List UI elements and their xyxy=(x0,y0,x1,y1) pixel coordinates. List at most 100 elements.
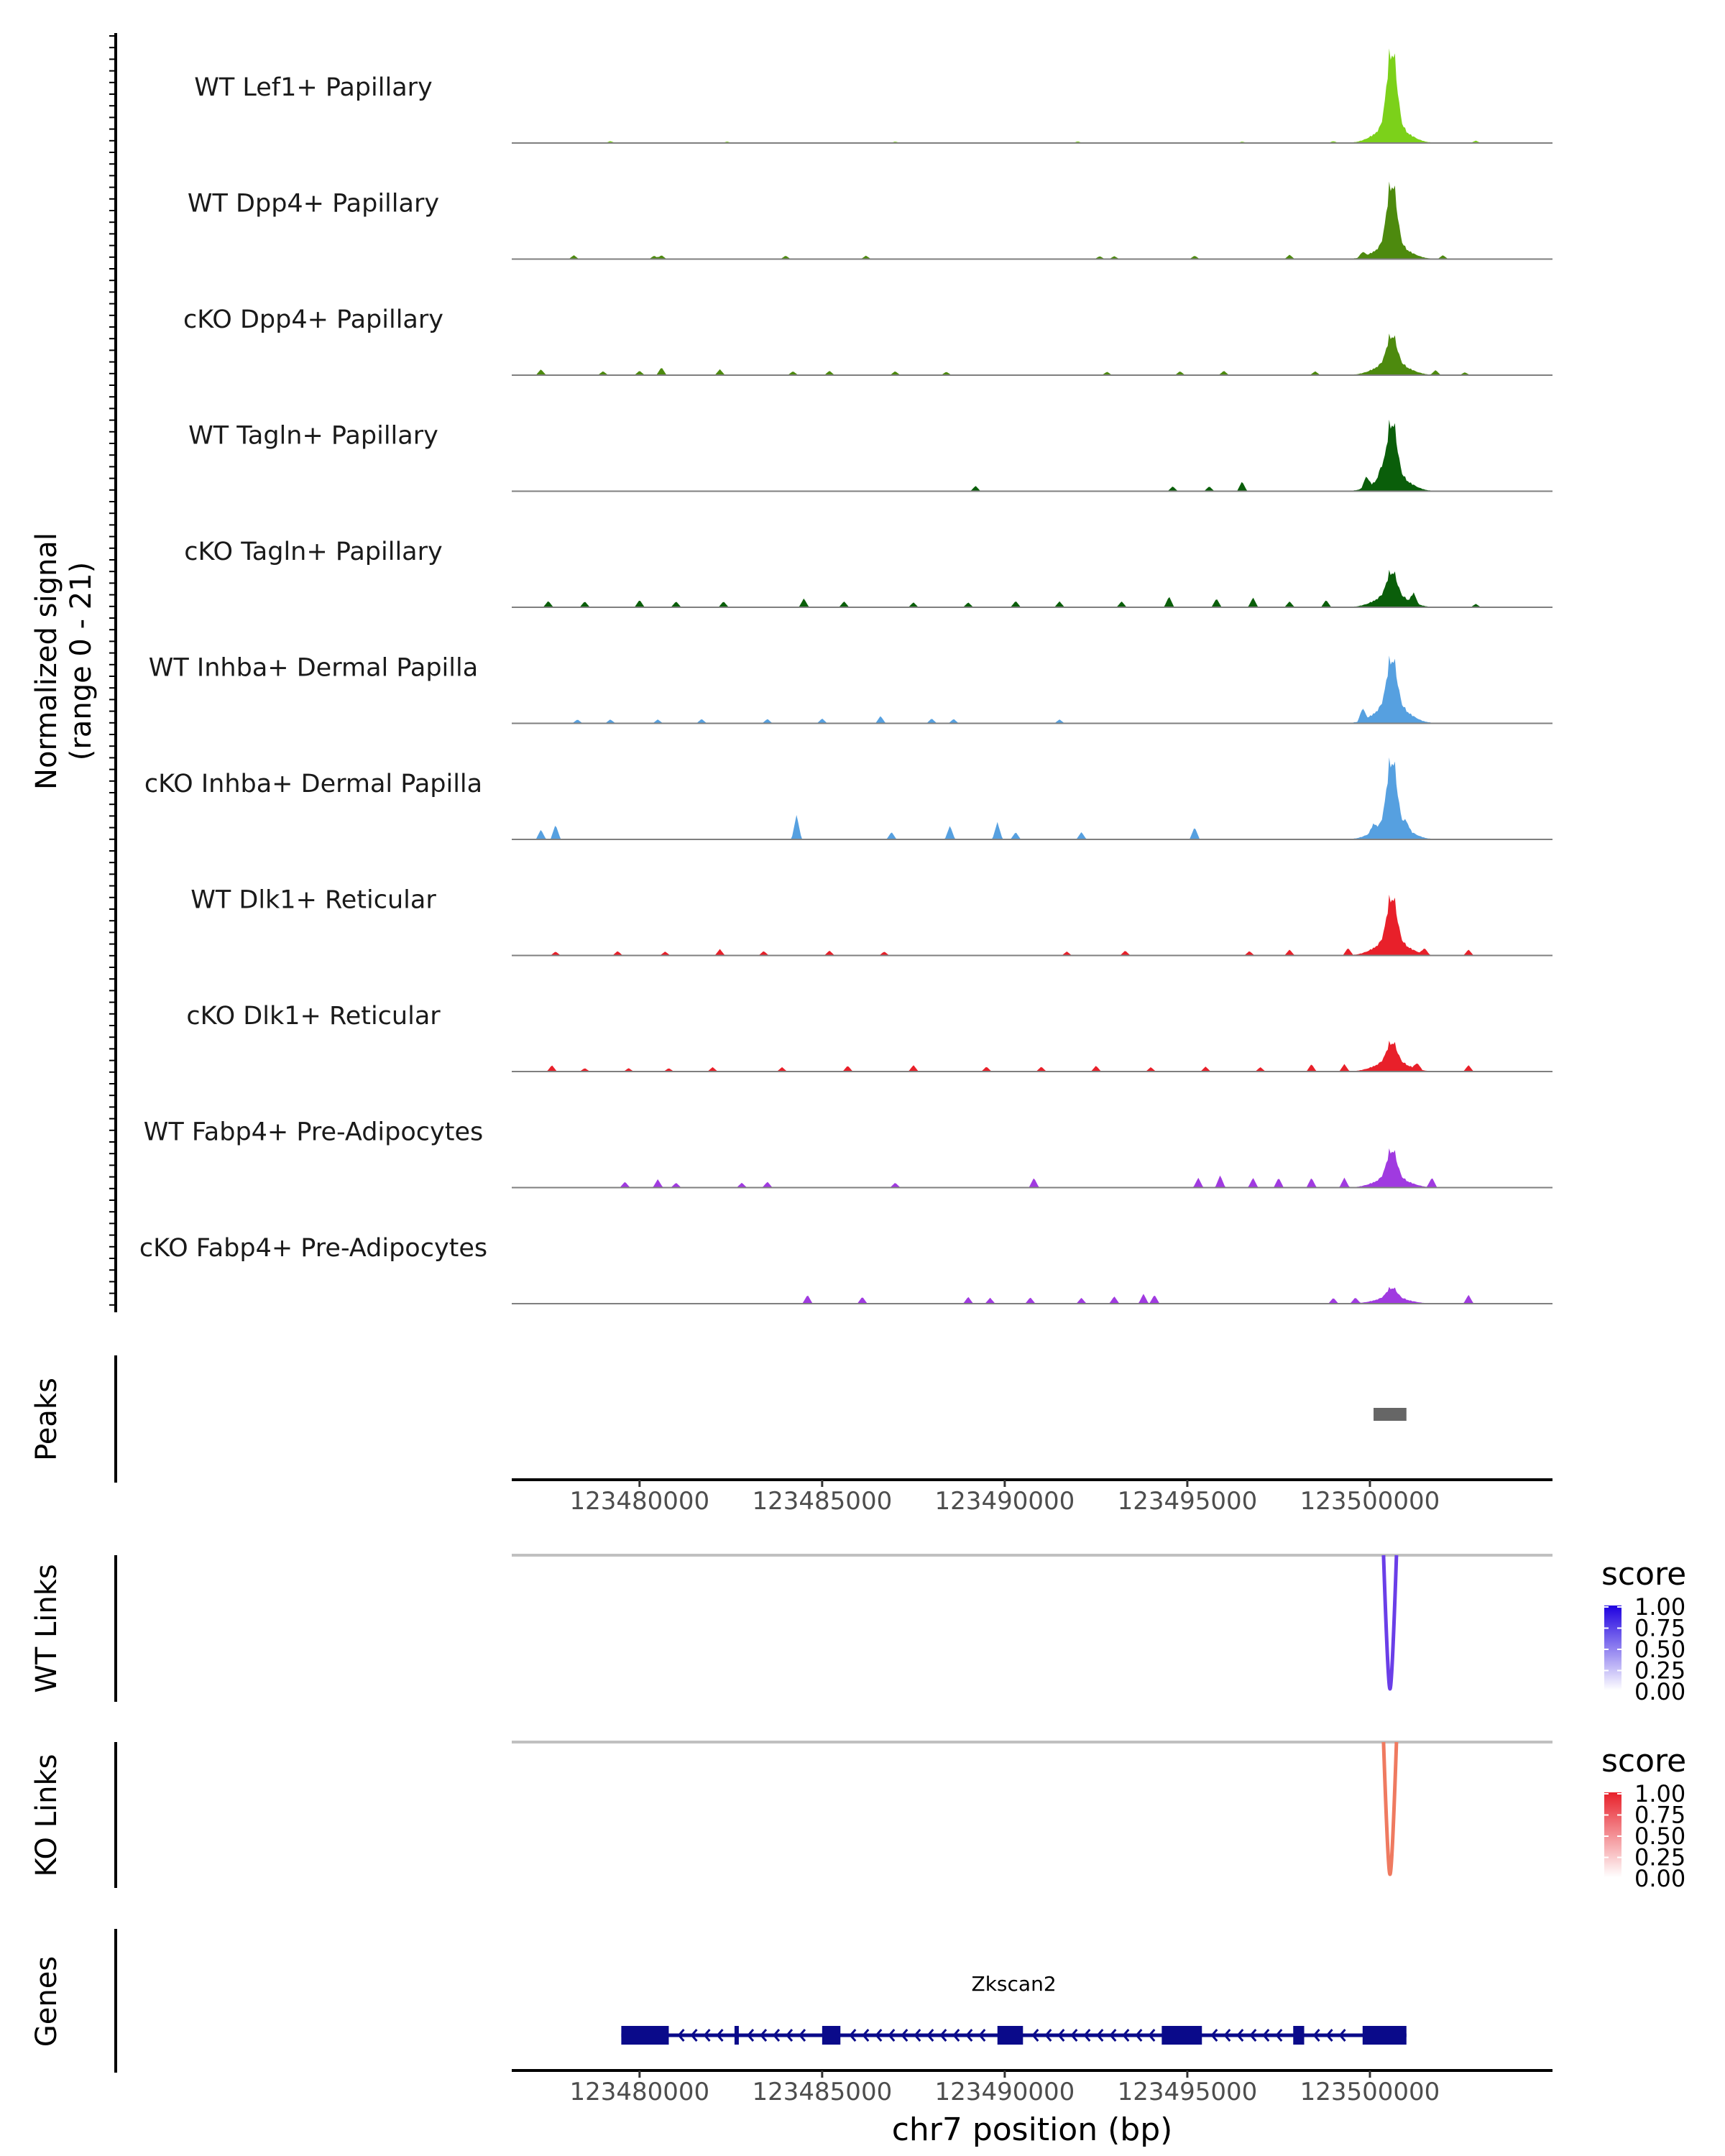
ko-legend-ticks: 1.000.750.500.250.00 xyxy=(1604,1780,1685,1892)
peaks-y-label: Peaks xyxy=(30,1378,63,1461)
gene-strand-arrow xyxy=(875,2029,883,2042)
gene-strand-arrow xyxy=(939,2029,947,2042)
track-signal-area xyxy=(512,333,1552,375)
track: cKO Inhba+ Dermal Papilla xyxy=(144,757,1552,840)
x-tick-label: 123500000 xyxy=(1300,2078,1440,2106)
gene-strand-arrow xyxy=(901,2029,908,2042)
track-label: cKO Dpp4+ Papillary xyxy=(183,305,443,334)
x-tick-label: 123490000 xyxy=(935,2078,1075,2106)
x-tick-label: 123480000 xyxy=(569,1487,709,1516)
gene-strand-arrow xyxy=(914,2029,921,2042)
gene-strand-arrow xyxy=(1057,2029,1065,2042)
gene-label: Zkscan2 xyxy=(972,1972,1057,1996)
gene-strand-arrow xyxy=(747,2029,755,2042)
track-signal-area xyxy=(512,1041,1552,1072)
gene-strand-arrow xyxy=(703,2029,711,2042)
track-signal-area xyxy=(512,181,1552,259)
track-signal-area xyxy=(512,48,1552,144)
ko-links-panel xyxy=(512,1741,1552,1876)
x-tick-label: 123500000 xyxy=(1300,1487,1440,1516)
track: cKO Tagln+ Papillary xyxy=(184,538,1552,608)
x-tick-label: 123495000 xyxy=(1118,2078,1258,2106)
gene-strand-arrow xyxy=(1083,2029,1091,2042)
track-label: WT Tagln+ Papillary xyxy=(188,422,438,451)
track-signal-area xyxy=(512,419,1552,492)
gene-exon xyxy=(1293,2026,1305,2045)
wt-legend-ticks: 1.000.750.500.250.00 xyxy=(1604,1593,1685,1705)
wt-legend-colorbar xyxy=(1604,1606,1622,1690)
gene-strand-arrow xyxy=(1223,2029,1231,2042)
x-tick-label: 123485000 xyxy=(753,2078,893,2106)
track-signal-area xyxy=(512,1148,1552,1188)
gene-strand-arrow xyxy=(716,2029,724,2042)
ko-legend-colorbar xyxy=(1604,1792,1622,1877)
gene-panel xyxy=(621,2026,1407,2045)
track-signal-area xyxy=(512,1286,1552,1304)
gene-exon xyxy=(822,2026,841,2045)
gene-exon xyxy=(997,2026,1024,2045)
legend-tick-label: 0.50 xyxy=(1634,1636,1685,1663)
track: WT Tagln+ Papillary xyxy=(188,419,1552,492)
gene-strand-arrow xyxy=(1210,2029,1218,2042)
legend-tick-label: 0.75 xyxy=(1634,1615,1685,1642)
gene-strand-arrow xyxy=(1249,2029,1257,2042)
track-signal-area xyxy=(512,655,1552,724)
legend-tick-label: 0.00 xyxy=(1634,1678,1685,1705)
gene-strand-arrow xyxy=(760,2029,768,2042)
gene-strand-arrow xyxy=(1325,2029,1333,2042)
coverage-tracks: WT Lef1+ Papillary WT Dpp4+ Papillary cKO … xyxy=(139,48,1552,1304)
gene-exon xyxy=(1362,2026,1407,2045)
gene-strand-arrow xyxy=(773,2029,781,2042)
gene-strand-arrow xyxy=(677,2029,685,2042)
ko-legend-title: score xyxy=(1601,1743,1686,1779)
gene-strand-arrow xyxy=(1262,2029,1270,2042)
gene-strand-arrow xyxy=(690,2029,698,2042)
legend-tick-label: 1.00 xyxy=(1634,1780,1685,1807)
gene-strand-arrow xyxy=(1148,2029,1156,2042)
track-label: WT Lef1+ Papillary xyxy=(194,73,433,102)
wt-links-panel xyxy=(512,1554,1552,1691)
track-label: WT Inhba+ Dermal Papilla xyxy=(149,654,478,683)
x-tick-label: 123485000 xyxy=(753,1487,893,1516)
gene-strand-arrow xyxy=(1031,2029,1039,2042)
top-x-axis: 123480000 123485000 123490000 123495000 1235… xyxy=(569,1480,1440,1516)
legend-tick-label: 0.25 xyxy=(1634,1657,1685,1685)
link-arc xyxy=(1381,1741,1399,1876)
gene-strand-arrow xyxy=(799,2029,806,2042)
legend-tick-label: 0.50 xyxy=(1634,1823,1685,1850)
track: WT Inhba+ Dermal Papilla xyxy=(149,654,1552,724)
gene-strand-arrow xyxy=(1096,2029,1104,2042)
wt-links-y-label: WT Links xyxy=(30,1564,63,1692)
x-axis-title: chr7 position (bp) xyxy=(892,2111,1173,2148)
peak-region xyxy=(1374,1408,1407,1421)
gene-strand-arrow xyxy=(1135,2029,1143,2042)
gene-strand-arrow xyxy=(1122,2029,1130,2042)
track-signal-area xyxy=(512,894,1552,956)
gene-strand-arrow xyxy=(786,2029,794,2042)
gene-strand-arrow xyxy=(849,2029,857,2042)
legend-tick-label: 1.00 xyxy=(1634,1593,1685,1621)
track-signal-area xyxy=(512,757,1552,839)
x-tick-label: 123495000 xyxy=(1118,1487,1258,1516)
track: cKO Dlk1+ Reticular xyxy=(186,1002,1552,1072)
legend-tick-label: 0.75 xyxy=(1634,1802,1685,1829)
track-label: cKO Inhba+ Dermal Papilla xyxy=(144,770,482,798)
peaks-panel xyxy=(1374,1408,1407,1421)
legend-tick-label: 0.00 xyxy=(1634,1865,1685,1892)
wt-legend-title: score xyxy=(1601,1556,1686,1593)
track-label: WT Dpp4+ Papillary xyxy=(188,190,439,218)
gene-strand-arrow xyxy=(1275,2029,1283,2042)
gene-exon xyxy=(621,2026,669,2045)
gene-strand-arrow xyxy=(1338,2029,1346,2042)
x-tick-label: 123480000 xyxy=(569,2078,709,2106)
gene-strand-arrow xyxy=(926,2029,934,2042)
x-tick-label: 123490000 xyxy=(935,1487,1075,1516)
gene-strand-arrow xyxy=(1070,2029,1078,2042)
gene-strand-arrow xyxy=(862,2029,870,2042)
ko-links-y-label: KO Links xyxy=(30,1754,63,1877)
track: cKO Dpp4+ Papillary xyxy=(183,305,1552,376)
track-label: cKO Dlk1+ Reticular xyxy=(186,1002,441,1031)
gene-strand-arrow xyxy=(1109,2029,1117,2042)
gene-strand-arrow xyxy=(965,2029,973,2042)
gene-strand-arrow xyxy=(888,2029,896,2042)
